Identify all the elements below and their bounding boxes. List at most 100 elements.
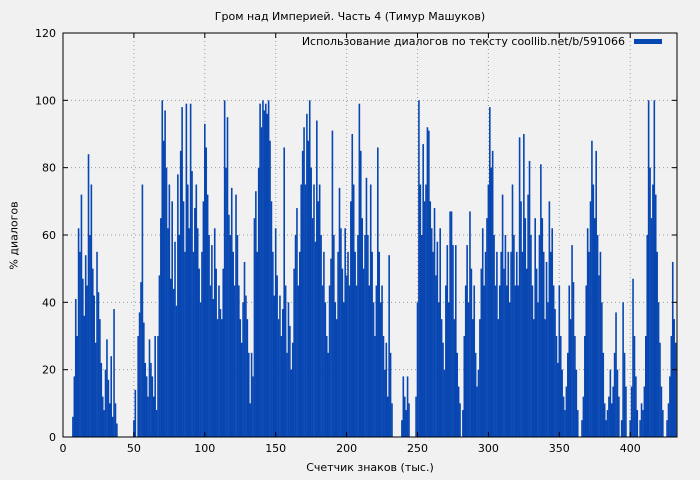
impulse-bar: [291, 342, 294, 437]
impulse-bar: [133, 420, 135, 437]
impulse-bar: [418, 100, 420, 437]
impulse-bar: [150, 362, 152, 437]
impulse-bar: [408, 403, 410, 437]
impulse-bar: [250, 352, 253, 437]
impulse-bar: [245, 295, 247, 437]
impulse-bar: [297, 285, 300, 437]
impulse-bar: [276, 275, 278, 437]
y-tick-label: 20: [42, 364, 56, 377]
impulse-bar: [384, 369, 386, 437]
impulse-bar: [523, 134, 525, 437]
impulse-bar: [589, 201, 592, 437]
impulse-bar: [215, 268, 217, 437]
impulse-bar: [175, 305, 178, 437]
impulse-bar: [549, 251, 552, 437]
impulse-bar: [630, 386, 633, 437]
impulse-bar: [90, 184, 93, 437]
impulse-bar: [352, 184, 355, 437]
impulse-bar: [279, 295, 281, 437]
impulse-bar: [520, 201, 522, 437]
chart-title: Гром над Империей. Часть 4 (Тимур Машуко…: [214, 10, 486, 23]
impulse-bar: [359, 150, 362, 438]
impulse-bar: [435, 275, 437, 437]
impulse-bar: [116, 423, 118, 437]
impulse-bar: [531, 285, 534, 437]
impulse-bar: [281, 309, 284, 437]
impulse-bar: [646, 235, 649, 437]
impulse-bar: [440, 319, 443, 437]
impulse-bar: [240, 342, 243, 437]
impulse-bar: [287, 302, 290, 437]
impulse-bar: [233, 285, 236, 437]
impulse-bar: [256, 251, 259, 437]
x-tick-label: 50: [127, 442, 141, 455]
impulse-bar: [585, 285, 588, 437]
impulse-bar: [534, 218, 536, 437]
impulse-bar: [223, 100, 226, 437]
impulse-bar: [328, 285, 331, 437]
impulse-bar: [141, 184, 144, 437]
impulse-bar: [320, 235, 322, 437]
impulse-bar: [345, 275, 348, 437]
impulse-bar: [613, 352, 616, 437]
impulse-bar: [548, 201, 551, 437]
impulse-bar: [300, 184, 303, 437]
impulse-bar: [152, 396, 155, 437]
impulse-bar: [593, 218, 596, 437]
impulse-bar: [368, 285, 371, 437]
impulse-bar: [666, 420, 668, 437]
impulse-bar: [304, 184, 307, 437]
impulse-bar: [274, 228, 277, 437]
x-tick-label: 200: [336, 442, 357, 455]
impulse-bar: [113, 309, 115, 437]
impulse-bar: [426, 127, 429, 438]
impulse-bar: [103, 410, 105, 437]
impulse-bar: [219, 309, 222, 437]
impulse-bar: [280, 336, 283, 437]
impulse-bar: [374, 336, 376, 437]
impulse-bar: [612, 386, 614, 437]
impulse-bar: [513, 235, 515, 437]
impulse-bar: [143, 322, 145, 437]
impulse-bar: [369, 184, 372, 437]
impulse-bar: [201, 251, 203, 437]
impulse-bar: [317, 201, 320, 437]
impulse-bar: [497, 319, 500, 437]
impulse-bar: [134, 389, 137, 437]
impulse-bar: [443, 369, 446, 437]
impulse-bar: [457, 386, 460, 437]
impulse-bar: [498, 285, 501, 437]
impulse-bar: [342, 302, 345, 437]
impulse-bar: [439, 228, 441, 437]
impulse-bar: [351, 134, 354, 437]
impulse-bar: [94, 342, 97, 437]
impulse-bar: [521, 251, 524, 437]
impulse-bar: [355, 285, 358, 437]
impulse-bar: [144, 362, 147, 437]
impulse-bar: [362, 268, 365, 437]
y-axis-title: % диалогов: [7, 201, 21, 270]
impulse-bar: [518, 137, 521, 437]
impulse-bar: [561, 369, 563, 437]
impulse-bar: [479, 319, 481, 437]
impulse-bar: [174, 241, 176, 437]
impulse-bar: [517, 285, 519, 437]
impulse-bar: [371, 251, 373, 437]
impulse-bar: [415, 396, 417, 437]
impulse-bar: [296, 208, 298, 437]
impulse-bar: [486, 218, 488, 437]
impulse-bar: [381, 285, 383, 437]
impulse-bar: [493, 235, 495, 437]
impulse-bar: [96, 251, 98, 437]
impulse-bar: [93, 295, 95, 437]
impulse-bar: [650, 218, 653, 437]
impulse-bar: [555, 336, 558, 437]
impulse-bar: [449, 211, 451, 437]
impulse-bar: [101, 396, 104, 437]
impulse-bar: [182, 201, 185, 437]
impulse-bar: [459, 403, 461, 437]
impulse-bar: [530, 235, 532, 437]
impulse-bar: [515, 251, 518, 437]
impulse-bar: [528, 160, 531, 437]
impulse-bar: [83, 315, 86, 437]
